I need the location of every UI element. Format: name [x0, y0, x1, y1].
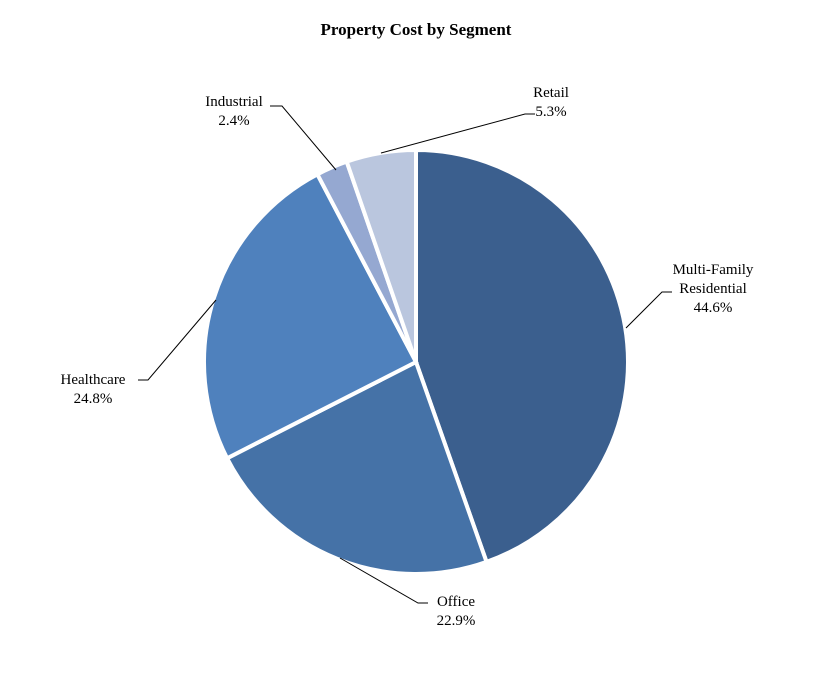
slice-name-label: Industrial [205, 94, 263, 110]
slice-name-label: Office [437, 594, 475, 610]
pie-slice-retail [344, 147, 418, 363]
leader-line [138, 299, 217, 381]
slice-percent-label: 2.4% [218, 113, 249, 129]
pie-slice-office [224, 359, 490, 576]
slice-label: Multi-Family Residential 44.6% [673, 262, 754, 316]
slice-percent-label: 22.9% [437, 613, 476, 629]
pie-slices [202, 147, 630, 576]
slice-name-label: Retail [533, 85, 569, 101]
slice-percent-label: 44.6% [694, 300, 733, 316]
pie-slice-healthcare [202, 171, 419, 461]
pie-slice-multi-family-residential [414, 147, 630, 565]
slice-label: Healthcare 24.8% [61, 372, 126, 407]
slice-label: Industrial 2.4% [205, 94, 263, 129]
slice-name-label: Residential [679, 281, 747, 297]
leader-line [339, 557, 428, 604]
chart-title: Property Cost by Segment [321, 20, 512, 39]
slice-label: Office 22.9% [437, 594, 476, 629]
slice-percent-label: 24.8% [74, 391, 113, 407]
slice-name-label: Healthcare [61, 372, 126, 388]
slice-percent-label: 5.3% [535, 104, 566, 120]
leader-line [625, 291, 672, 329]
slice-label: Retail 5.3% [533, 85, 569, 120]
leader-line [270, 105, 337, 171]
leader-lines [138, 105, 672, 604]
slice-labels: Multi-Family Residential 44.6% Office 22.9% H… [61, 85, 754, 629]
leader-line [380, 113, 535, 154]
slice-name-label: Multi-Family [673, 262, 754, 278]
